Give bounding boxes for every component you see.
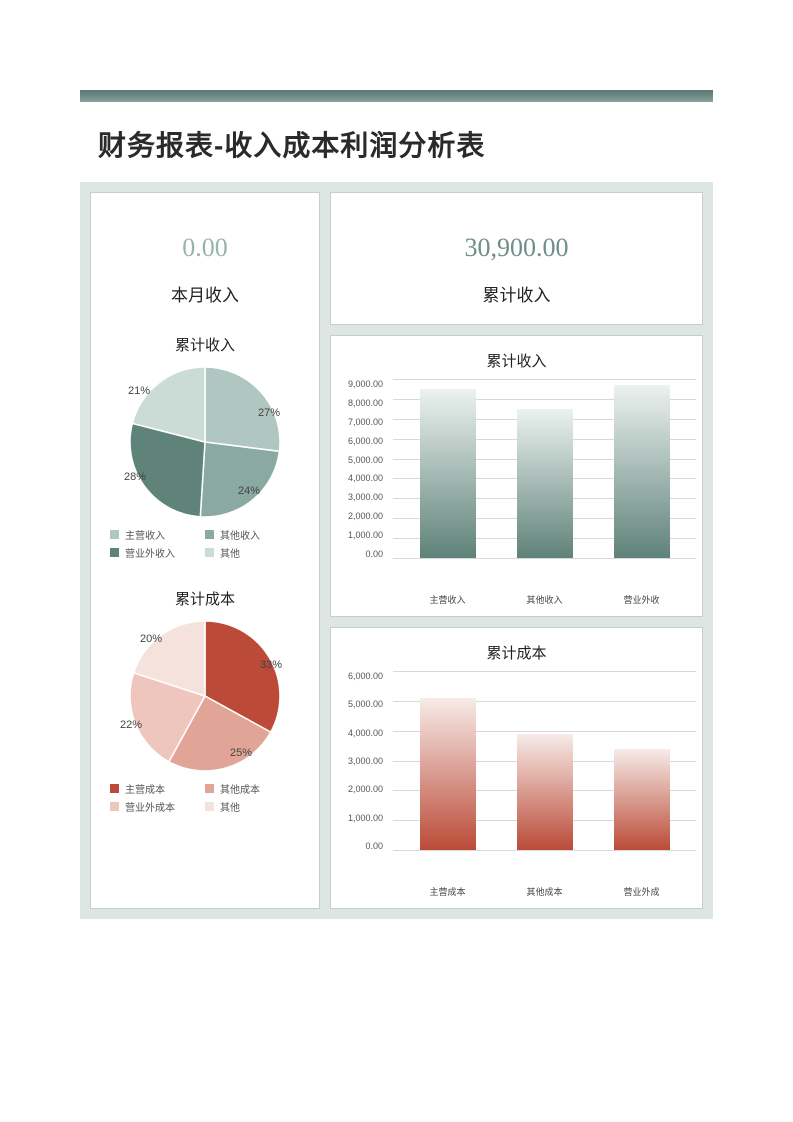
dashboard-canvas: 0.00 本月收入 累计收入 27%24%28%21% 主营收入其他收入营业外收… (80, 182, 713, 919)
legend-swatch (205, 784, 214, 793)
income-bar-title: 累计收入 (337, 350, 696, 371)
bar (614, 385, 670, 558)
xtick-label: 营业外收 (614, 593, 670, 606)
ytick-label: 5,000.00 (348, 455, 383, 465)
legend-swatch (110, 530, 119, 539)
ytick-label: 6,000.00 (348, 436, 383, 446)
bar (420, 698, 476, 850)
bar (420, 389, 476, 558)
xtick-label: 主营成本 (420, 885, 476, 898)
ytick-label: 4,000.00 (348, 473, 383, 483)
ytick-label: 4,000.00 (348, 728, 383, 738)
cost-bar-yaxis: 6,000.00 5,000.00 4,000.00 3,000.00 2,000.00… (337, 671, 387, 851)
ytick-label: 7,000.00 (348, 417, 383, 427)
legend-item: 其他成本 (205, 781, 300, 796)
ytick-label: 1,000.00 (348, 530, 383, 540)
kpi-month-income-value: 0.00 (101, 233, 309, 263)
pie-slice-label: 27% (258, 407, 280, 419)
cost-bar-title: 累计成本 (337, 642, 696, 663)
legend-label: 主营收入 (125, 527, 165, 542)
legend-item: 主营收入 (110, 527, 205, 542)
pie-slice (200, 442, 279, 517)
income-pie-title: 累计收入 (101, 334, 309, 355)
ytick-label: 1,000.00 (348, 813, 383, 823)
legend-label: 其他成本 (220, 781, 260, 796)
legend-item: 其他 (205, 799, 300, 814)
bar (614, 749, 670, 850)
pie-slice-label: 24% (238, 485, 260, 497)
ytick-label: 2,000.00 (348, 511, 383, 521)
xtick-label: 营业外成 (614, 885, 670, 898)
kpi-month-income: 0.00 本月收入 (101, 233, 309, 306)
legend-swatch (205, 530, 214, 539)
income-pie: 27%24%28%21% (130, 367, 280, 517)
ytick-label: 8,000.00 (348, 398, 383, 408)
legend-label: 营业外成本 (125, 799, 175, 814)
legend-swatch (110, 548, 119, 557)
legend-swatch (205, 548, 214, 557)
cost-pie-legend: 主营成本 其他成本营业外成本 其他 (110, 781, 300, 814)
kpi-cumulative-income-value: 30,900.00 (341, 233, 692, 263)
ytick-label: 0.00 (365, 549, 383, 559)
legend-swatch (205, 802, 214, 811)
cost-bar-card: 累计成本 6,000.00 5,000.00 4,000.00 3,000.00 2,0… (330, 627, 703, 909)
cost-pie: 33%25%22%20% (130, 621, 280, 771)
legend-item: 营业外收入 (110, 545, 205, 560)
xtick-label: 其他收入 (517, 593, 573, 606)
pie-slice-label: 20% (140, 633, 162, 645)
legend-item: 营业外成本 (110, 799, 205, 814)
kpi-cumulative-income-card: 30,900.00 累计收入 (330, 192, 703, 325)
legend-label: 营业外收入 (125, 545, 175, 560)
page-title: 财务报表-收入成本利润分析表 (80, 118, 713, 182)
ytick-label: 6,000.00 (348, 671, 383, 681)
legend-item: 其他收入 (205, 527, 300, 542)
pie-slice-label: 25% (230, 747, 252, 759)
legend-label: 其他收入 (220, 527, 260, 542)
legend-item: 主营成本 (110, 781, 205, 796)
ytick-label: 3,000.00 (348, 756, 383, 766)
bar (517, 409, 573, 558)
legend-label: 其他 (220, 799, 240, 814)
legend-swatch (110, 784, 119, 793)
legend-item: 其他 (205, 545, 300, 560)
pie-slice-label: 33% (260, 659, 282, 671)
income-pie-legend: 主营收入 其他收入营业外收入 其他 (110, 527, 300, 560)
bar (517, 734, 573, 850)
cost-bar-xaxis: 主营成本 其他成本 营业外成 (393, 885, 696, 898)
gridline (393, 558, 696, 559)
cost-bar-plot (393, 671, 696, 851)
pie-slice-label: 28% (124, 471, 146, 483)
header-accent-bar (80, 90, 713, 102)
gridline (393, 850, 696, 851)
ytick-label: 3,000.00 (348, 492, 383, 502)
legend-swatch (110, 802, 119, 811)
pie-slice-label: 22% (120, 719, 142, 731)
pie-slice-label: 21% (128, 385, 150, 397)
legend-label: 其他 (220, 545, 240, 560)
xtick-label: 其他成本 (517, 885, 573, 898)
kpi-cumulative-income-label: 累计收入 (341, 281, 692, 306)
ytick-label: 0.00 (365, 841, 383, 851)
legend-label: 主营成本 (125, 781, 165, 796)
income-bar-card: 累计收入 9,000.00 8,000.00 7,000.00 6,000.00 5,0… (330, 335, 703, 617)
income-bar-yaxis: 9,000.00 8,000.00 7,000.00 6,000.00 5,000.00… (337, 379, 387, 559)
cost-pie-title: 累计成本 (101, 588, 309, 609)
ytick-label: 9,000.00 (348, 379, 383, 389)
income-bar-xaxis: 主营收入 其他收入 营业外收 (393, 593, 696, 606)
xtick-label: 主营收入 (420, 593, 476, 606)
ytick-label: 2,000.00 (348, 784, 383, 794)
left-panel: 0.00 本月收入 累计收入 27% 24% 28% 21% 主营收入 其他收入营业外收… (90, 192, 320, 909)
ytick-label: 5,000.00 (348, 699, 383, 709)
kpi-month-income-label: 本月收入 (101, 281, 309, 306)
income-bar-plot (393, 379, 696, 559)
